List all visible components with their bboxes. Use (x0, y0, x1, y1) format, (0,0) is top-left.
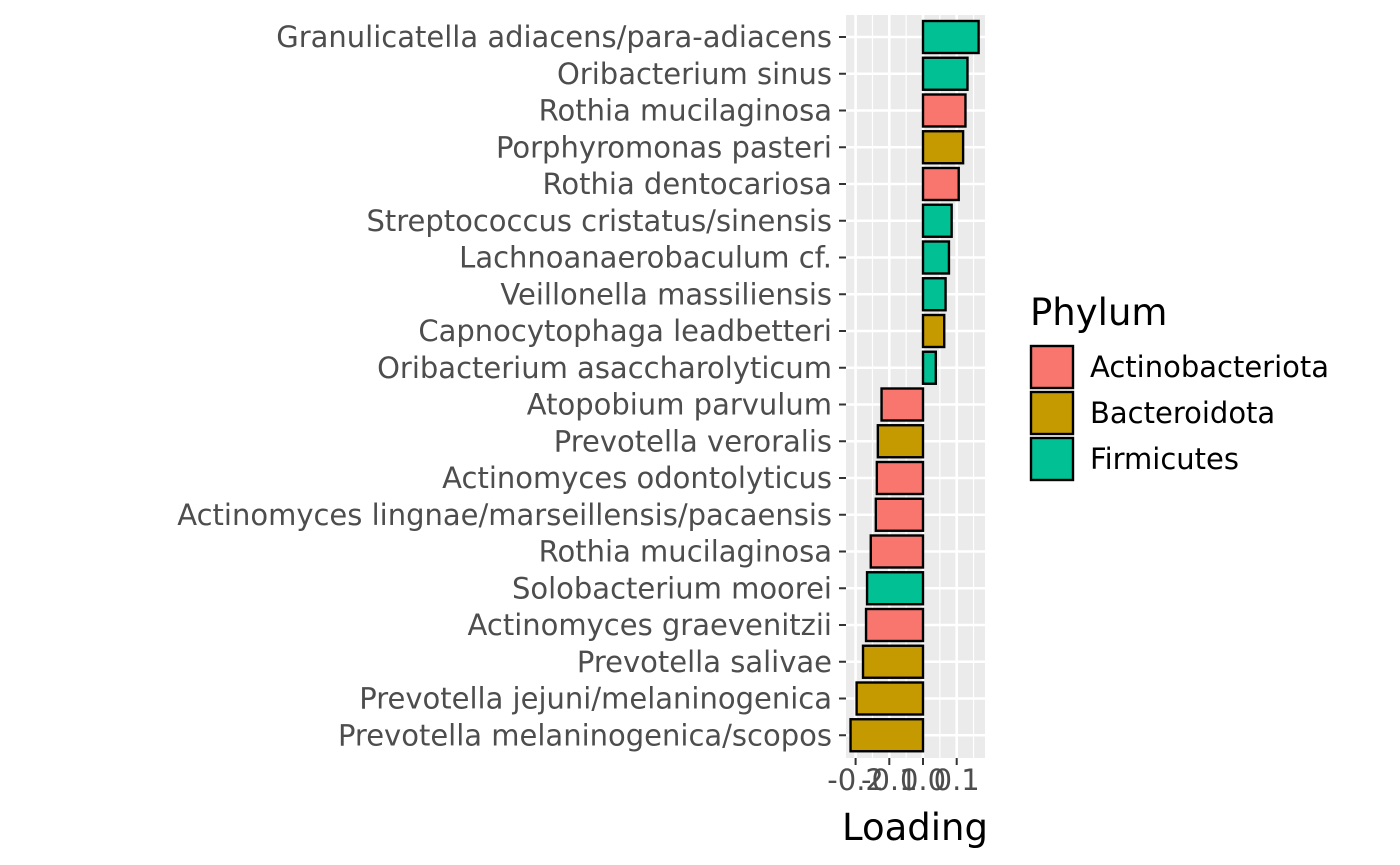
bar (874, 497, 925, 532)
bar (849, 718, 925, 753)
x-axis-title: Loading (842, 806, 988, 849)
bar (921, 56, 969, 91)
bar (869, 534, 925, 569)
y-tick-label: Oribacterium asaccharolyticum (377, 351, 832, 385)
x-tick-label: 0.1 (934, 763, 980, 797)
y-tick-label: Porphyromonas pasteri (496, 130, 832, 164)
y-tick-label: Prevotella jejuni/melaninogenica (359, 682, 832, 716)
bar (861, 644, 925, 679)
y-tick-label: Actinomyces lingnae/marseillensis/pacaen… (177, 498, 832, 532)
bar (921, 350, 938, 385)
bar (921, 277, 947, 312)
y-tick-label: Rothia mucilaginosa (539, 94, 832, 128)
y-tick-label: Granulicatella adiacens/para-adiacens (276, 20, 832, 54)
y-tick-label: Atopobium parvulum (527, 388, 832, 422)
legend-label: Actinobacteriota (1090, 350, 1329, 384)
legend-label: Firmicutes (1090, 442, 1239, 476)
x-axis: -0.2-0.10.00.1 (827, 758, 980, 797)
bar (865, 571, 925, 606)
x-tick-label: 0.0 (900, 763, 946, 797)
bar (921, 240, 951, 275)
bar (921, 203, 953, 238)
x-tick-label: -0.2 (827, 763, 884, 797)
legend-title: Phylum (1030, 291, 1167, 334)
bar (921, 130, 965, 165)
bar (855, 681, 925, 716)
legend-label: Bacteroidota (1090, 396, 1275, 430)
y-tick-label: Veillonella massiliensis (500, 277, 832, 311)
bar (921, 313, 946, 349)
bar (921, 93, 967, 128)
bar (921, 166, 960, 202)
legend: Phylum Actinobacteriota Bacteroidota Firmi… (1029, 291, 1329, 482)
y-tick-label: Prevotella melaninogenica/scopos (338, 718, 832, 752)
bar (880, 387, 925, 422)
bar (921, 19, 980, 55)
y-tick-label: Rothia mucilaginosa (539, 535, 832, 569)
y-tick-label: Streptococcus cristatus/sinensis (366, 204, 832, 238)
legend-key (1029, 390, 1075, 436)
y-tick-label: Solobacterium moorei (512, 571, 832, 605)
y-tick-label: Actinomyces odontolyticus (442, 461, 832, 495)
y-axis: Granulicatella adiacens/para-adiacensOri… (177, 20, 846, 752)
y-tick-label: Rothia dentocariosa (543, 167, 832, 201)
y-tick-label: Prevotella salivae (577, 645, 832, 679)
legend-key (1029, 436, 1075, 482)
y-tick-label: Capnocytophaga leadbetteri (418, 314, 832, 348)
bars-group (849, 19, 980, 753)
y-tick-label: Lachnoanaerobaculum cf. (459, 241, 832, 275)
x-tick-label: -0.1 (861, 763, 918, 797)
bar (876, 424, 925, 459)
bar (864, 607, 925, 643)
y-tick-label: Oribacterium sinus (557, 57, 832, 91)
legend-key (1029, 344, 1075, 390)
bar (875, 460, 925, 496)
y-tick-label: Actinomyces graevenitzii (468, 608, 832, 642)
y-tick-label: Prevotella veroralis (554, 424, 832, 458)
